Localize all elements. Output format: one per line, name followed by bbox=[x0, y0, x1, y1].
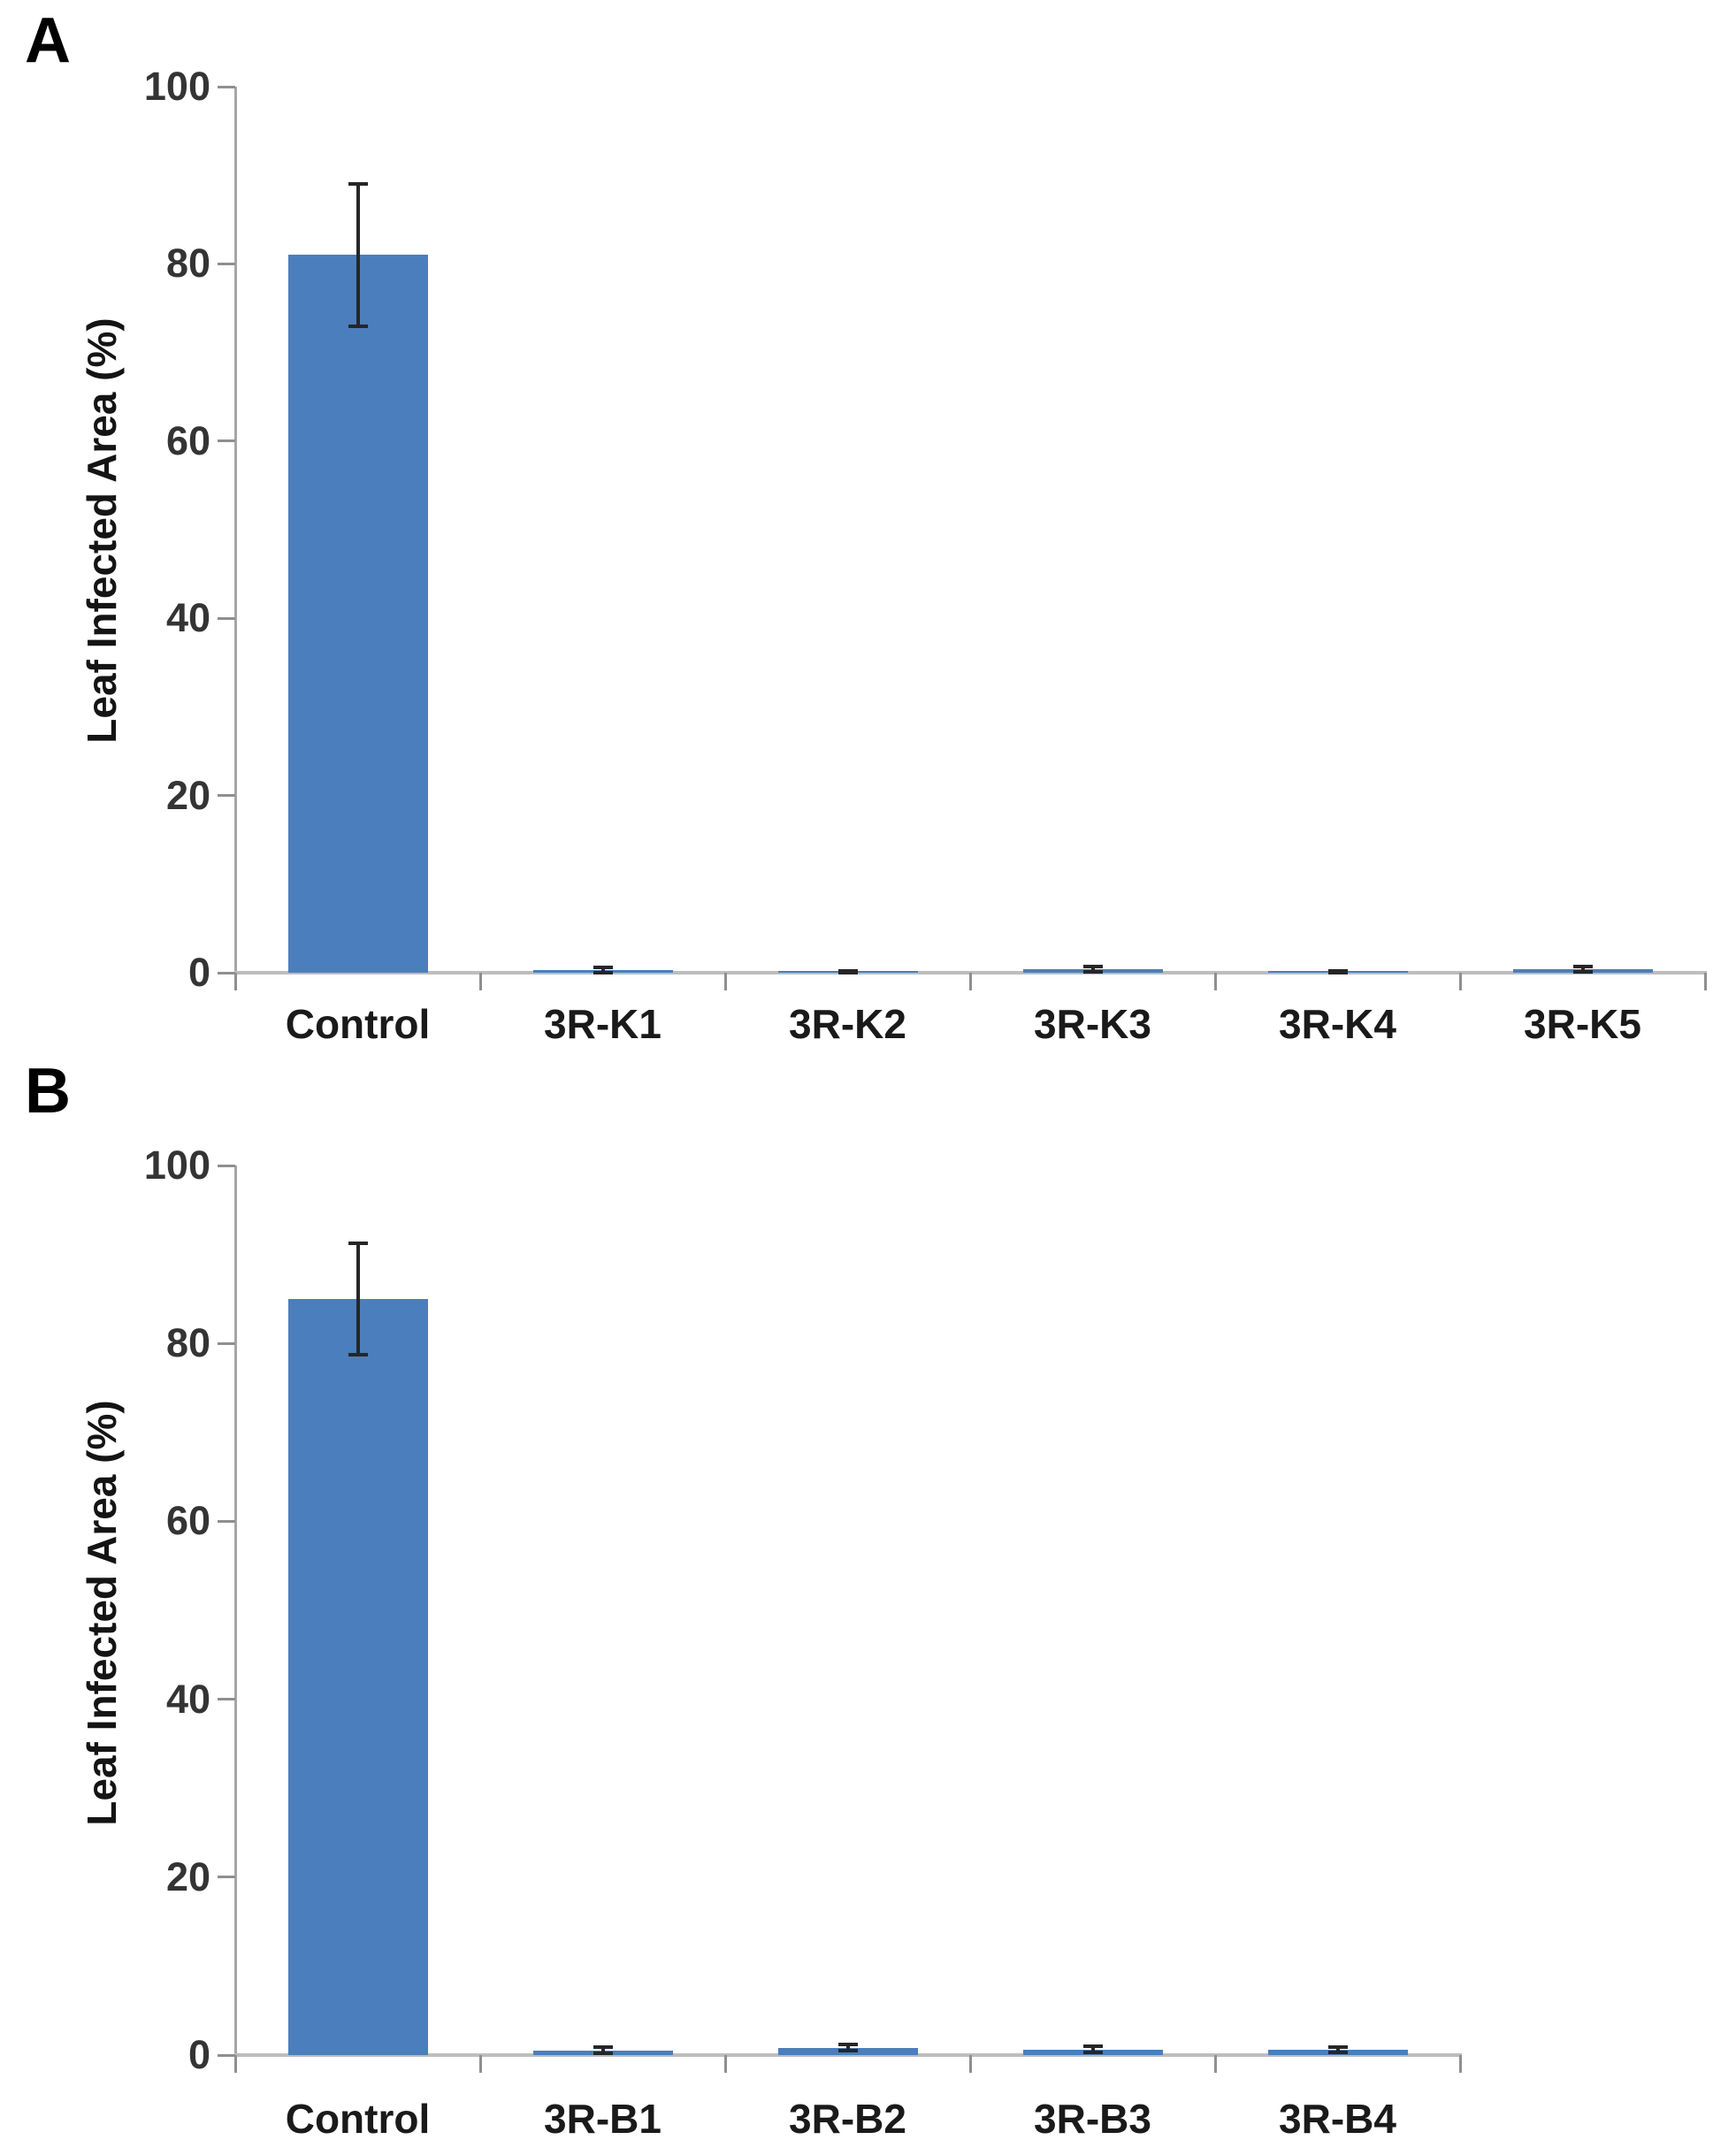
error-bar-stem bbox=[1090, 966, 1095, 972]
category-label-3r-k4: 3R-K4 bbox=[1279, 1001, 1396, 1047]
y-axis-tick bbox=[218, 1519, 235, 1523]
y-axis-tick bbox=[218, 1341, 235, 1345]
category-label-3r-b1: 3R-B1 bbox=[544, 2096, 662, 2142]
error-bar-cap-bottom bbox=[593, 971, 613, 974]
x-axis-line bbox=[233, 2053, 1462, 2057]
y-axis-line bbox=[233, 87, 237, 989]
error-bar-cap-bottom bbox=[1572, 969, 1593, 974]
y-axis-tick bbox=[218, 616, 235, 620]
error-bar-cap-top bbox=[593, 2045, 613, 2050]
error-bar-stem bbox=[845, 2044, 850, 2052]
error-bar-cap-top bbox=[348, 182, 368, 187]
x-axis-tick bbox=[723, 2055, 727, 2073]
error-bar-cap-bottom bbox=[1327, 2050, 1348, 2054]
error-bar-cap-top bbox=[1572, 964, 1593, 968]
y-axis-tick bbox=[218, 1164, 235, 1167]
y-axis-line bbox=[233, 1165, 237, 2071]
error-bar-cap-bottom bbox=[1327, 971, 1348, 974]
error-bar-stem bbox=[1090, 2046, 1095, 2053]
category-label-3r-k5: 3R-K5 bbox=[1524, 1001, 1641, 1047]
category-label-control: Control bbox=[285, 2096, 431, 2142]
error-bar-cap-bottom bbox=[1082, 969, 1103, 974]
error-bar-cap-bottom bbox=[348, 1353, 368, 1357]
x-axis-tick bbox=[723, 973, 727, 990]
error-bar-cap-bottom bbox=[1082, 2051, 1103, 2055]
y-tick-label: 80 bbox=[165, 241, 210, 287]
category-label-3r-b2: 3R-B2 bbox=[789, 2096, 906, 2142]
y-axis-tick bbox=[218, 1876, 235, 1879]
error-bar-cap-bottom bbox=[348, 324, 368, 328]
category-label-3r-k3: 3R-K3 bbox=[1034, 1001, 1151, 1047]
error-bar-stem bbox=[1335, 2046, 1340, 2052]
y-axis-tick bbox=[218, 2053, 235, 2057]
y-tick-label: 40 bbox=[165, 595, 210, 641]
y-axis-tick bbox=[218, 262, 235, 265]
y-tick-label: 100 bbox=[143, 1142, 210, 1188]
x-axis-tick bbox=[968, 2055, 972, 2073]
error-bar-cap-top bbox=[1327, 2044, 1348, 2049]
y-tick-label: 80 bbox=[165, 1320, 210, 1366]
y-tick-label: 60 bbox=[165, 1498, 210, 1544]
y-tick-label: 20 bbox=[165, 1853, 210, 1899]
category-label-3r-b4: 3R-B4 bbox=[1279, 2096, 1396, 2142]
panel-b-letter: B bbox=[25, 1056, 71, 1127]
error-bar-cap-bottom bbox=[593, 2052, 613, 2056]
y-axis-tick bbox=[218, 439, 235, 443]
x-axis-tick bbox=[1458, 973, 1462, 990]
error-bar-cap-top bbox=[1082, 2044, 1103, 2049]
x-axis-tick bbox=[233, 2055, 237, 2073]
category-label-3r-b3: 3R-B3 bbox=[1034, 2096, 1151, 2142]
x-axis-tick bbox=[1213, 2055, 1217, 2073]
error-bar-cap-top bbox=[593, 965, 613, 969]
error-bar-stem bbox=[1580, 966, 1585, 972]
x-axis-tick bbox=[478, 2055, 482, 2073]
y-tick-label: 0 bbox=[187, 950, 210, 995]
category-label-3r-k1: 3R-K1 bbox=[544, 1001, 662, 1047]
y-tick-label: 20 bbox=[165, 772, 210, 818]
y-axis-tick bbox=[218, 1698, 235, 1701]
error-bar-stem bbox=[600, 967, 605, 973]
category-label-3r-k2: 3R-K2 bbox=[789, 1001, 906, 1047]
error-bar-stem bbox=[600, 2047, 605, 2054]
error-bar-stem bbox=[356, 184, 360, 326]
x-axis-tick bbox=[233, 973, 237, 990]
y-tick-label: 100 bbox=[143, 64, 210, 109]
error-bar-cap-bottom bbox=[837, 971, 858, 974]
error-bar-cap-top bbox=[348, 1241, 368, 1245]
y-axis-tick bbox=[218, 971, 235, 974]
error-bar-stem bbox=[356, 1242, 360, 1356]
error-bar-cap-bottom bbox=[837, 2049, 858, 2053]
error-bar-cap-top bbox=[837, 2043, 858, 2047]
y-axis-tick bbox=[218, 85, 235, 88]
bar-control bbox=[287, 1298, 428, 2055]
category-label-control: Control bbox=[285, 1001, 431, 1047]
panel-a-letter: A bbox=[25, 5, 71, 76]
y-tick-label: 0 bbox=[187, 2032, 210, 2077]
x-axis-tick bbox=[1213, 973, 1217, 990]
error-bar-cap-top bbox=[1327, 968, 1348, 973]
error-bar-cap-top bbox=[837, 968, 858, 973]
y-axis-tick bbox=[218, 794, 235, 798]
y-tick-label: 60 bbox=[165, 417, 210, 463]
error-bar-cap-top bbox=[1082, 964, 1103, 968]
y-tick-label: 40 bbox=[165, 1676, 210, 1722]
x-axis-tick bbox=[968, 973, 972, 990]
x-axis-tick bbox=[1458, 2055, 1462, 2073]
x-axis-tick bbox=[1703, 973, 1707, 990]
x-axis-tick bbox=[478, 973, 482, 990]
bar-control bbox=[287, 255, 428, 973]
